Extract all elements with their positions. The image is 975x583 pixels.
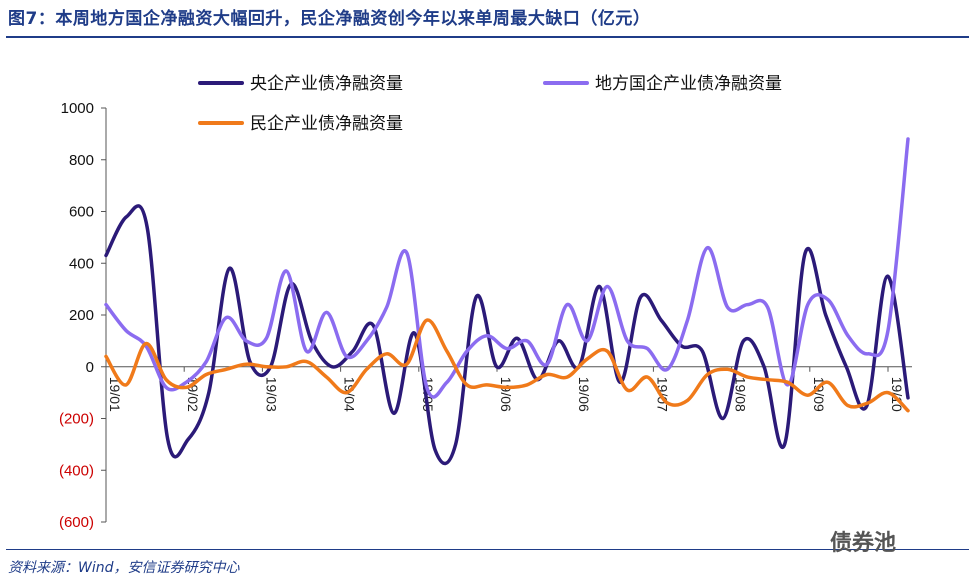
footer-rule [6, 549, 969, 550]
x-tick-label: 19/08 [733, 377, 749, 412]
x-tick-label: 19/03 [263, 377, 279, 412]
source-note: 资料来源：Wind，安信证券研究中心 [8, 560, 240, 576]
legend-label: 央企产业债净融资量 [250, 74, 403, 94]
y-tick-label: 600 [69, 204, 94, 221]
y-tick-label: (600) [59, 514, 94, 531]
chart-lines [104, 137, 910, 466]
watermark-logo: 债券池 [830, 531, 897, 556]
y-tick-label: 1000 [61, 100, 94, 117]
y-tick-label: (400) [59, 462, 94, 479]
x-tick-label: 19/01 [107, 377, 123, 412]
y-tick-label: (200) [59, 411, 94, 428]
title-rule [6, 36, 969, 38]
chart-title: 图7：本周地方国企净融资大幅回升，民企净融资创今年以来单周最大缺口（亿元） [8, 9, 651, 29]
y-tick-label: 800 [69, 152, 94, 169]
private-series-line [104, 318, 910, 413]
legend-item-local-soe: 地方国企产业债净融资量 [543, 74, 782, 94]
y-tick-label: 400 [69, 255, 94, 272]
x-tick-label: 19/06 [498, 377, 514, 412]
legend-item-central-soe: 央企产业债净融资量 [198, 74, 403, 94]
y-tick-label: 200 [69, 307, 94, 324]
central-soe-series-line [104, 204, 910, 466]
y-tick-label: 0 [86, 359, 94, 376]
x-tick-label: 19/06 [576, 377, 592, 412]
legend-item-private: 民企产业债净融资量 [198, 114, 403, 134]
legend-label: 民企产业债净融资量 [250, 114, 403, 134]
legend-label: 地方国企产业债净融资量 [595, 74, 782, 94]
